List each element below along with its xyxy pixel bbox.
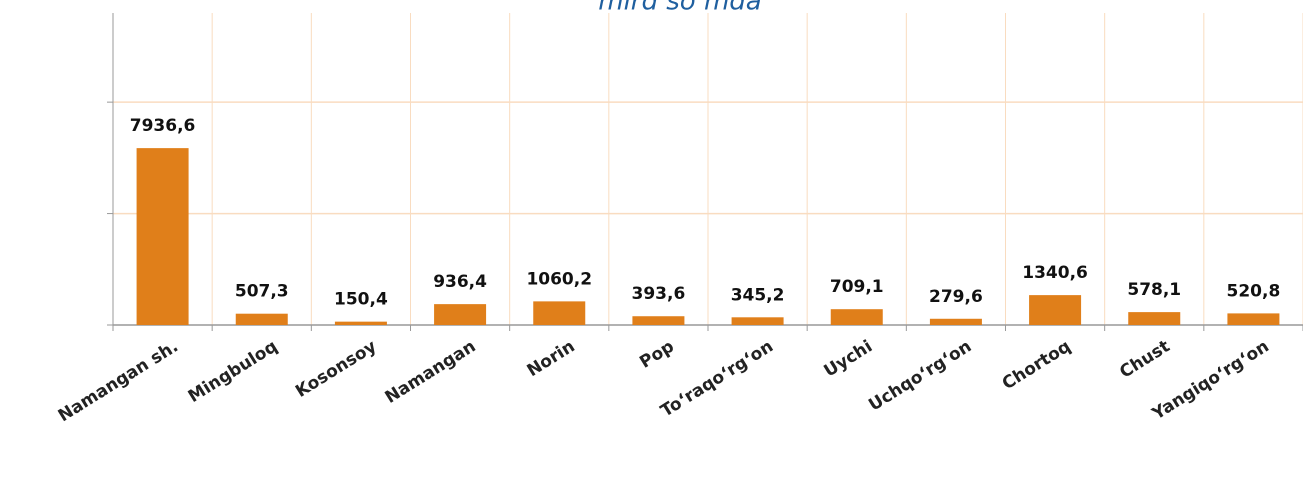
data-label: 1060,2 [526, 269, 592, 289]
bar [929, 318, 982, 325]
bar [1029, 295, 1082, 325]
x-tick-label: Uychi [821, 337, 876, 382]
bar [1227, 313, 1280, 325]
x-tick-label: Pop [636, 337, 677, 373]
x-tick-label: Chortoq [999, 337, 1075, 395]
data-label: 578,1 [1127, 280, 1181, 300]
bar [830, 309, 883, 325]
data-label: 150,4 [334, 290, 388, 310]
bar [632, 316, 685, 325]
data-label: 345,2 [731, 285, 785, 305]
x-tick-label: Namangan sh. [55, 337, 182, 427]
bar [533, 301, 586, 325]
x-tick-label: Uchqo‘rg‘on [865, 337, 975, 416]
bar [235, 313, 288, 325]
data-label: 279,6 [929, 287, 983, 307]
x-tick-label: Mingbuloq [185, 337, 281, 407]
chart-title: mlrd so‘mda [598, 0, 762, 17]
x-tick-label: Norin [524, 337, 579, 382]
bar [334, 321, 387, 325]
data-label: 1340,6 [1022, 263, 1088, 283]
bar [434, 304, 487, 325]
data-label: 7936,6 [130, 116, 196, 136]
bar [136, 148, 189, 325]
data-label: 936,4 [433, 272, 487, 292]
x-tick-label: Kosonsoy [292, 337, 380, 402]
data-label: 507,3 [235, 282, 289, 302]
x-tick-label: Chust [1116, 337, 1173, 383]
data-label: 393,6 [632, 284, 686, 304]
x-tick-label: Namangan [382, 337, 480, 408]
bar [731, 317, 784, 325]
data-label: 520,8 [1227, 281, 1281, 301]
x-tick-label: To‘raqo‘rg‘on [657, 337, 777, 422]
data-label: 709,1 [830, 277, 884, 297]
bar [1128, 312, 1181, 325]
